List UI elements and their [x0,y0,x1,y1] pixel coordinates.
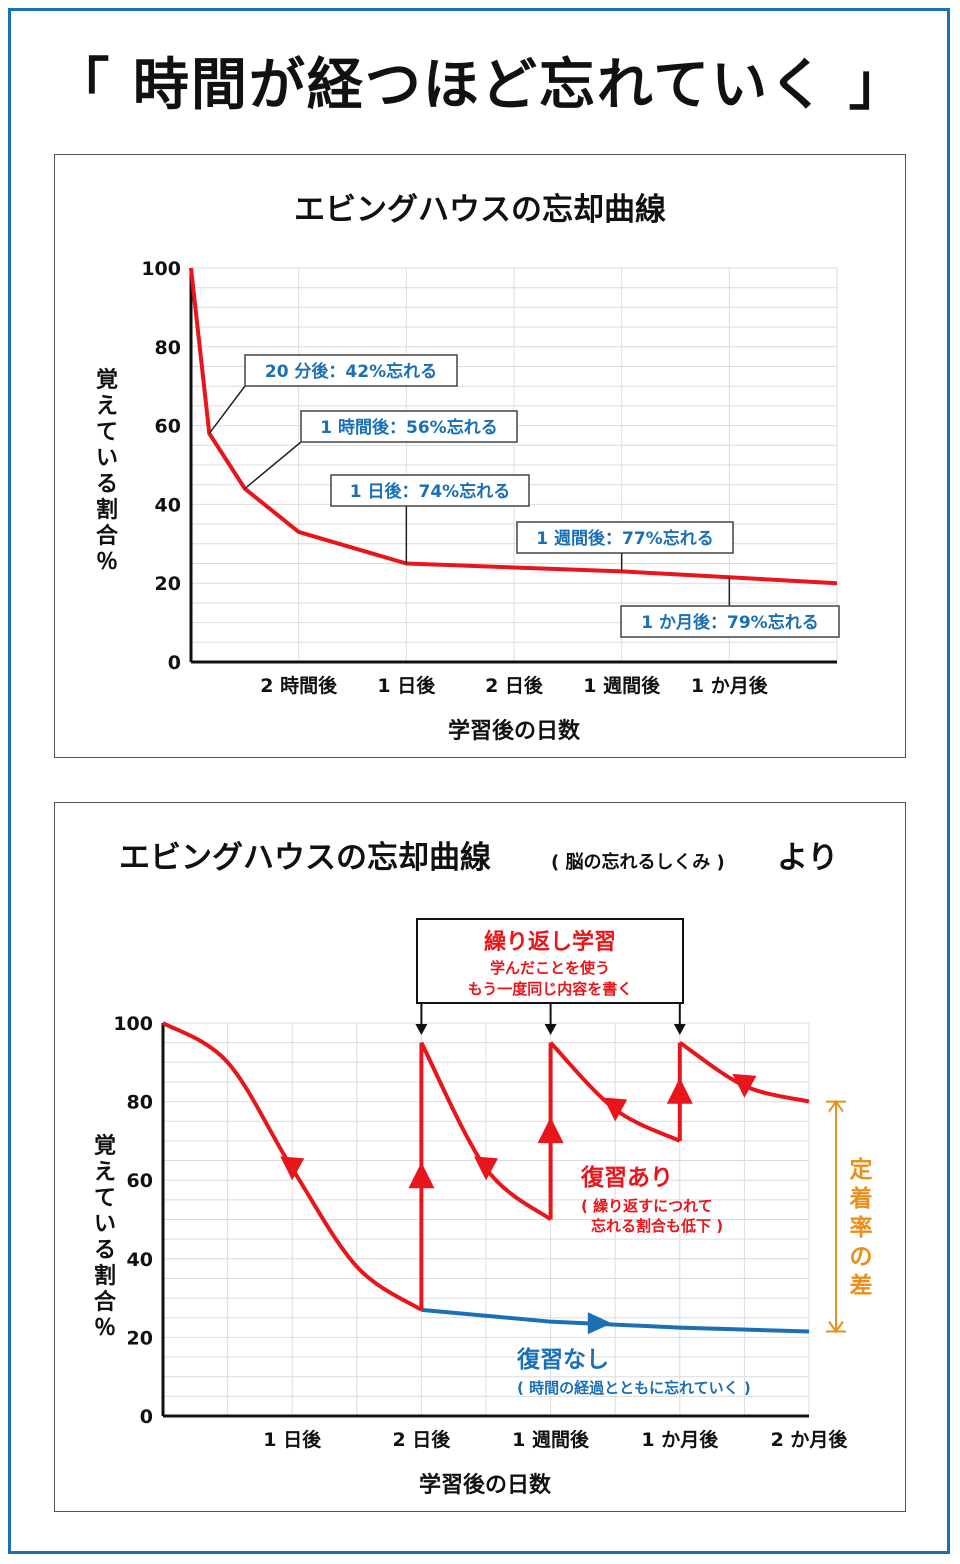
arrow-marker-decline [474,1156,498,1181]
y-tick-label: 40 [155,494,181,516]
review-curve-chart: エビングハウスの忘却曲線 ( 脳の忘れるしくみ ) より 0 20 40 60 80 100 1 … [94,840,873,1498]
y-tick-label: 80 [127,1092,153,1114]
x-tick-label: 2 日後 [485,674,544,697]
y-axis-label-char: ％ [96,550,118,575]
x-tick-label: 1 か月後 [641,1428,719,1451]
series-label-review: 復習あり [580,1164,673,1191]
y-tick-label: 80 [155,337,181,359]
arrow-marker-rise [537,1117,564,1144]
chart-title-note: ( 脳の忘れるしくみ ) [551,851,725,873]
annotation-box [330,474,530,507]
review-pointer-arrow [544,1024,557,1035]
x-tick-label: 2 か月後 [771,1428,849,1451]
annotation-label: 1 週間後：77%忘れる [536,528,713,549]
gap-label-char: の [850,1244,873,1270]
page-title: 「 時間が経つほど忘れていく 」 [53,53,907,118]
x-axis-label: 学習後の日数 [419,1472,552,1498]
y-axis-label-char: て [96,420,118,445]
y-axis-label-char: 合 [94,1289,117,1315]
review-pointer-arrow [673,1024,686,1035]
y-axis-label-char: い [96,446,118,471]
series-label-no-review: 復習なし [516,1346,609,1373]
y-axis-label-char: 割 [96,497,118,523]
y-tick-label: 20 [155,573,181,595]
annotation-label: 1 時間後：56%忘れる [320,417,497,438]
y-tick-label: 100 [113,1013,153,1035]
annotation-box [300,410,518,443]
y-axis-label-char: ％ [94,1316,116,1341]
annotation-label: 20 分後：42%忘れる [265,361,437,382]
arrow-marker-decline [603,1097,628,1122]
series-note-no-review: ( 時間の経過とともに忘れていく ) [517,1379,751,1397]
y-tick-label: 40 [127,1249,153,1271]
gap-label-char: 差 [850,1272,873,1299]
annotation-box [516,521,734,554]
arrow-marker-no-review [587,1312,612,1335]
review-box-line2: もう一度同じ内容を書く [468,980,633,998]
chart-title: エビングハウスの忘却曲線 [119,840,491,876]
gap-arrow-bottom [828,1320,844,1334]
x-axis-label: 学習後の日数 [448,718,581,744]
chart-title: エビングハウスの忘却曲線 [294,192,666,228]
review-pointer-arrow [415,1024,428,1035]
x-tick-label: 1 週間後 [512,1428,590,1451]
y-tick-label: 20 [127,1327,153,1349]
annotation-leader [208,385,246,434]
y-tick-label: 0 [168,652,181,674]
series-line-no-review [421,1307,810,1334]
gap-label-char: 着 [850,1185,873,1212]
y-tick-label: 60 [127,1170,153,1192]
annotation-label: 1 か月後：79%忘れる [641,612,818,633]
x-tick-label: 2 時間後 [260,674,338,697]
forgetting-curve-chart: エビングハウスの忘却曲線 0 20 40 60 80 100 2 時間後 1 日後 2 日後 1 週… [96,192,840,744]
arrow-marker-rise [666,1077,693,1104]
annotation-box [620,605,840,638]
y-axis-label-char: い [94,1212,116,1237]
gap-label-char: 率 [850,1214,873,1241]
y-axis-label-char: え [94,1160,116,1185]
y-tick-label: 60 [155,416,181,438]
arrow-marker-decline [280,1156,305,1181]
review-box [416,918,684,1004]
chart-title-suffix: より [777,840,838,876]
y-axis-label-char: 覚 [96,367,118,393]
y-axis-label-char: 割 [94,1263,116,1289]
y-axis-label-char: 合 [96,523,119,549]
annotation-leader [244,441,302,490]
x-tick-label: 1 日後 [263,1428,322,1451]
series-note-review-2: 忘れる割合も低下 ) [591,1217,723,1235]
y-axis-label-char: 覚 [94,1133,116,1159]
y-axis-label-char: る [94,1238,116,1263]
arrow-marker-rise [408,1162,435,1189]
review-box-title: 繰り返し学習 [484,929,616,955]
annotation-label: 1 日後：74%忘れる [350,481,510,502]
chart-panel-forgetting-curve: エビングハウスの忘却曲線 0 20 40 60 80 100 2 時間後 1 日後 2 日後 1 週… [54,154,906,758]
y-axis-label-char: る [96,472,118,497]
y-axis-label-char: て [94,1186,116,1211]
y-axis-label-char: え [96,394,118,419]
y-tick-label: 100 [141,258,181,280]
gap-arrow-top [828,1099,844,1113]
y-tick-label: 0 [140,1406,153,1428]
x-tick-label: 1 か月後 [691,674,769,697]
annotation-box [244,354,458,387]
series-note-review: ( 繰り返すにつれて [581,1197,713,1215]
chart-panel-review-curve: エビングハウスの忘却曲線 ( 脳の忘れるしくみ ) より 0 20 40 60 80 100 1 … [54,802,906,1512]
x-tick-label: 1 週間後 [583,674,661,697]
x-tick-label: 1 日後 [377,674,436,697]
review-box-line1: 学んだことを使う [490,959,610,977]
x-tick-label: 2 日後 [392,1428,451,1451]
gap-label-char: 定 [850,1156,873,1183]
arrow-marker-decline [732,1073,757,1098]
